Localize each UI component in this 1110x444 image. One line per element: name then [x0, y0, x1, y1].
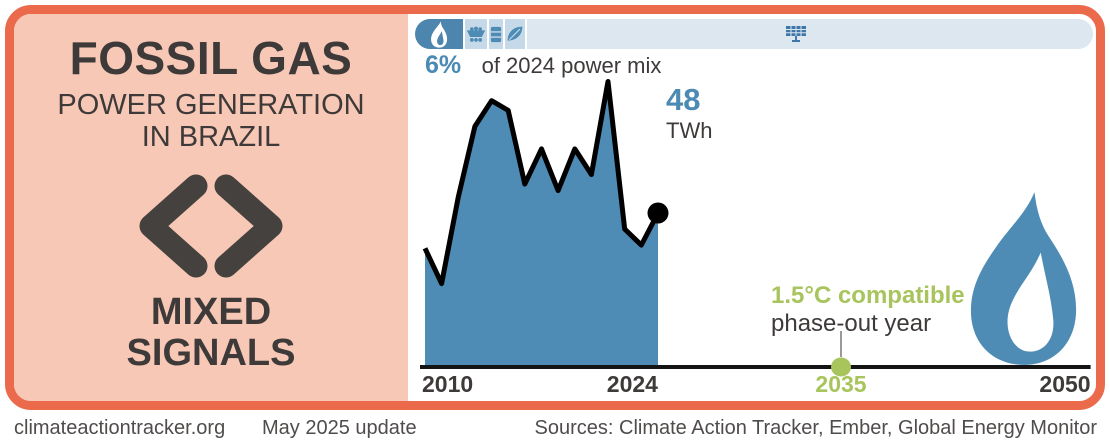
- share-label: of 2024 power mix: [481, 53, 662, 78]
- tick-2035: 2035: [815, 371, 867, 397]
- chart-panel: 6% of 2024 power mix 48 TWh 2010 2024 20…: [408, 14, 1096, 401]
- mix-segment-bioenergy: [505, 19, 525, 49]
- site-link[interactable]: climateactiontracker.org: [14, 417, 226, 439]
- sources-text: Sources: Climate Action Tracker, Ember, …: [534, 417, 1097, 439]
- mix-segment-oil: [489, 19, 503, 49]
- latest-value: 48: [666, 82, 701, 117]
- area-fill: [425, 81, 658, 367]
- mixed-signals-chevrons-icon: [139, 174, 283, 278]
- share-value: 6%: [425, 51, 462, 79]
- flame-icon: [431, 20, 448, 48]
- page-title: FOSSIL GAS: [69, 32, 353, 84]
- latest-point-dot: [647, 202, 669, 224]
- infographic-card: FOSSIL GAS POWER GENERATION IN BRAZIL MI…: [5, 5, 1105, 410]
- summary-panel: FOSSIL GAS POWER GENERATION IN BRAZIL MI…: [14, 14, 408, 401]
- gas-flame-icon: [970, 192, 1077, 365]
- generation-chart: 2010 2024 2035 2050: [408, 75, 1096, 401]
- rating-label: MIXED SIGNALS: [14, 292, 408, 374]
- generation-chart-svg: [420, 79, 1091, 377]
- mix-segment-fossil-gas: [415, 19, 463, 49]
- solar-panel-icon: [785, 25, 807, 48]
- power-mix-share: 6% of 2024 power mix: [425, 51, 661, 80]
- phaseout-label-line-2: phase-out year: [771, 309, 932, 337]
- generation-line: [422, 79, 661, 287]
- subtitle-line-2: IN BRAZIL: [141, 121, 281, 154]
- tick-2050: 2050: [1039, 371, 1091, 397]
- page-subtitle: POWER GENERATION IN BRAZIL: [14, 89, 408, 154]
- subtitle-line-1: POWER GENERATION: [57, 89, 365, 122]
- rating-line-2: SIGNALS: [126, 332, 296, 375]
- mix-segment-other: [527, 19, 1093, 49]
- mix-segment-coal: [465, 19, 487, 49]
- coal-cart-icon: [466, 26, 486, 42]
- latest-generation-callout: 48 TWh: [666, 84, 712, 142]
- phaseout-label: 1.5°C compatible phase-out year: [771, 282, 965, 337]
- phaseout-dot: [831, 357, 851, 377]
- update-date: May 2025 update: [262, 417, 417, 439]
- power-mix-bar: [415, 19, 1093, 49]
- phaseout-label-line-1: 1.5°C compatible: [771, 282, 965, 309]
- latest-unit: TWh: [666, 118, 713, 143]
- leaf-icon: [507, 26, 523, 41]
- rating-line-1: MIXED: [150, 291, 272, 334]
- tick-2010: 2010: [422, 371, 474, 397]
- oil-barrel-icon: [490, 26, 502, 42]
- tick-2024: 2024: [606, 371, 658, 397]
